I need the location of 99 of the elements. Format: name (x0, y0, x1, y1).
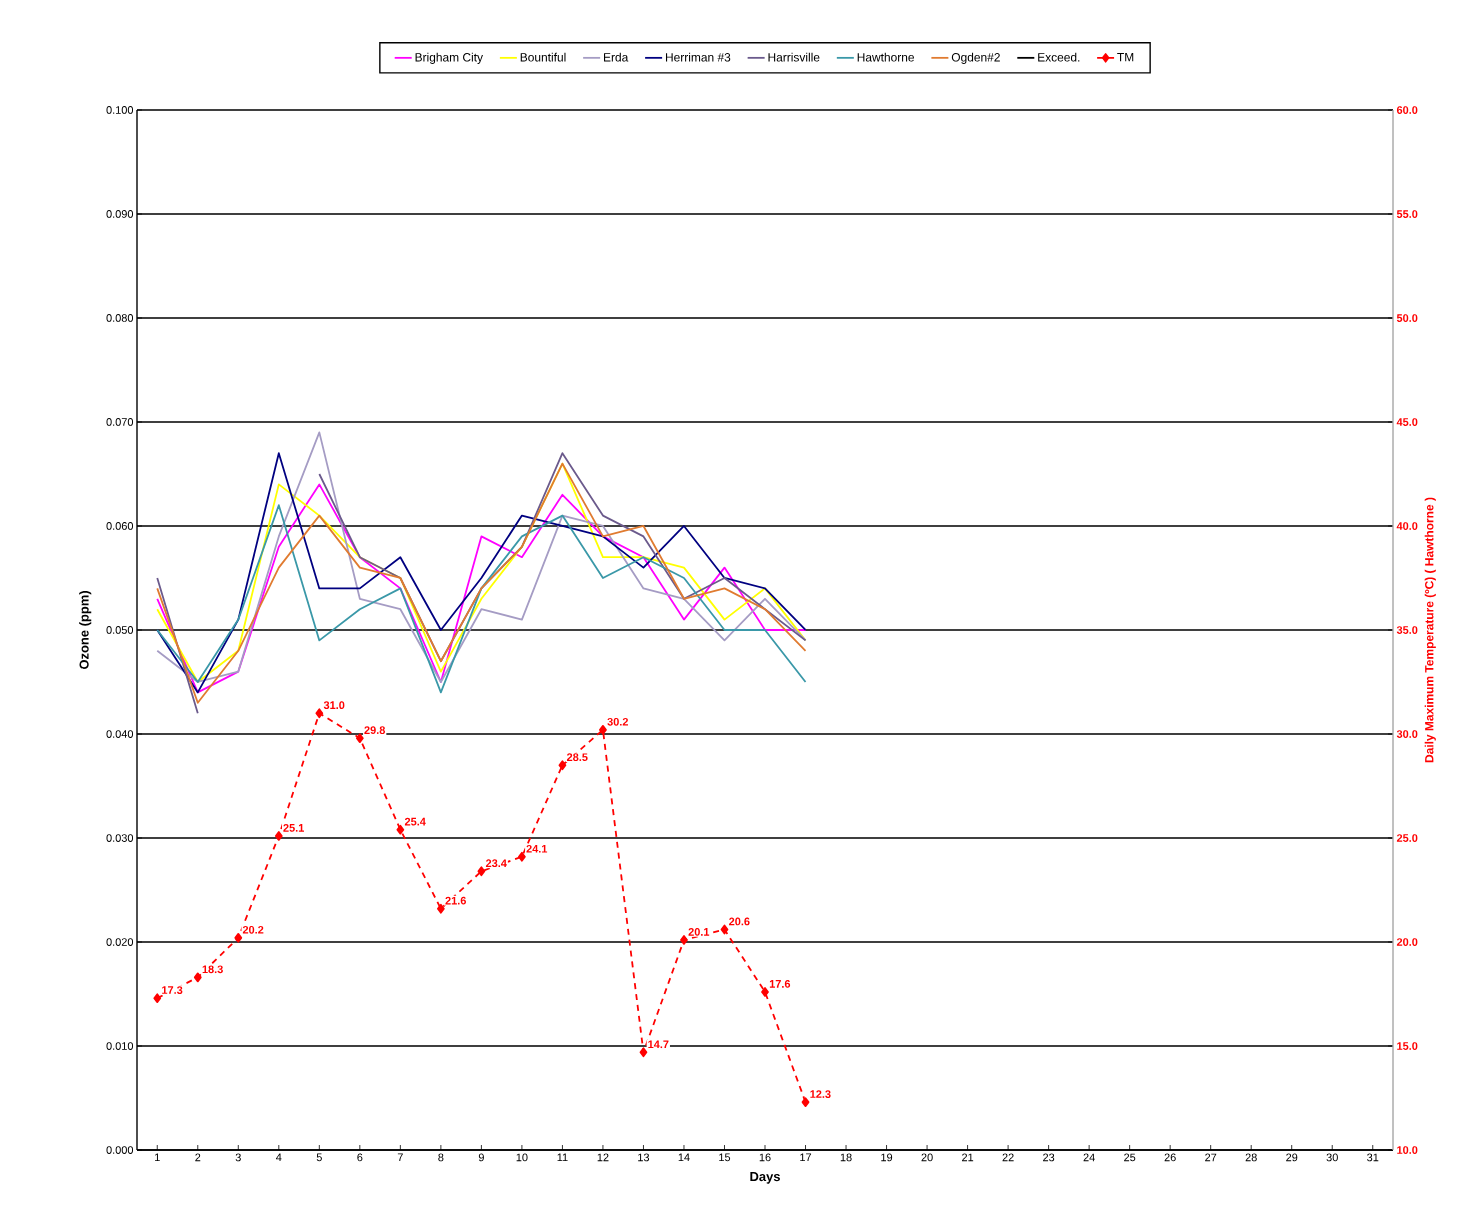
x-tick-label: 12 (597, 1153, 609, 1162)
x-tick-label: 9 (478, 1153, 484, 1162)
x-tick-label: 1 (155, 1153, 160, 1162)
point (639, 1047, 648, 1058)
x-tick-label: 27 (1205, 1153, 1217, 1162)
point (436, 903, 445, 914)
y2-axis-title: Daily Maximum Temperature (ºC) ( Hawthorne ) (1424, 497, 1436, 763)
data-label: 18.3 (202, 965, 223, 974)
x-tick-label: 8 (438, 1153, 444, 1162)
data-label: 24.1 (526, 844, 548, 853)
point (761, 987, 769, 997)
point (680, 935, 688, 945)
x-tick-label: 31 (1367, 1153, 1379, 1162)
data-label: 20.2 (242, 925, 264, 934)
y2-tick-label: 60.0 (1396, 106, 1418, 114)
point (274, 831, 283, 841)
x-tick-label: 7 (397, 1153, 403, 1162)
x-tick-label: 20 (921, 1153, 933, 1162)
data-label: 25.4 (404, 817, 426, 826)
y-tick-label: 0.030 (106, 834, 134, 842)
legend-label: Brigham City (415, 52, 483, 64)
x-tick-label: 29 (1286, 1153, 1298, 1162)
legend-label: Exceed. (1038, 52, 1080, 62)
y-axis-title: Ozone (ppm) (79, 591, 92, 670)
y-tick-label: 0.040 (106, 730, 134, 738)
data-label: 17.3 (162, 986, 183, 994)
x-tick-label: 16 (759, 1153, 771, 1162)
point (234, 932, 243, 943)
y2-tick-label: 25.0 (1396, 834, 1418, 842)
y2-tick-label: 10.0 (1397, 1146, 1418, 1154)
y2-tick-label: 50.0 (1396, 314, 1418, 322)
x-tick-label: 18 (840, 1153, 852, 1162)
data-label: 21.6 (445, 896, 466, 905)
point (477, 866, 486, 877)
point (193, 972, 202, 983)
point (558, 760, 567, 771)
data-label: 20.1 (688, 927, 710, 936)
legend-label: Hawthorne (857, 52, 914, 62)
x-tick-label: 26 (1164, 1153, 1176, 1162)
x-tick-label: 22 (1002, 1153, 1014, 1162)
y2-tick-label: 30.0 (1396, 730, 1418, 738)
x-tick-label: 5 (316, 1153, 322, 1162)
y2-tick-label: 20.0 (1396, 938, 1418, 946)
data-label: 25.1 (283, 824, 305, 832)
x-tick-label: 30 (1326, 1153, 1338, 1162)
x-tick-label: 19 (881, 1153, 893, 1162)
y-tick-label: 0.020 (106, 938, 134, 946)
y-tick-label: 0.010 (106, 1042, 134, 1050)
data-label: 14.7 (648, 1040, 669, 1049)
y2-tick-label: 45.0 (1396, 418, 1418, 426)
point (518, 851, 526, 862)
x-tick-label: 11 (557, 1153, 568, 1162)
point (720, 924, 729, 935)
x-tick-label: 24 (1083, 1153, 1095, 1162)
y2-tick-label: 55.0 (1396, 210, 1418, 218)
x-axis-title: Days (750, 1172, 780, 1184)
legend-label: Erda (604, 52, 629, 62)
legend-label: Harrisville (768, 52, 820, 62)
x-tick-label: 6 (357, 1153, 363, 1162)
data-label: 28.5 (566, 753, 588, 762)
legend-label: TM (1117, 52, 1134, 62)
y-tick-label: 0.070 (106, 418, 134, 426)
x-tick-label: 14 (678, 1153, 690, 1162)
y-tick-label: 0.000 (106, 1146, 134, 1154)
x-tick-label: 10 (516, 1153, 528, 1162)
y2-tick-label: 40.0 (1396, 522, 1418, 530)
point (599, 724, 607, 735)
y-tick-label: 0.090 (106, 210, 134, 218)
data-label: 29.8 (364, 726, 386, 734)
data-label: 30.2 (607, 717, 629, 726)
x-tick-label: 28 (1245, 1153, 1257, 1162)
x-tick-label: 13 (638, 1153, 650, 1162)
y-tick-label: 0.060 (106, 522, 134, 530)
y-tick-label: 0.050 (106, 626, 134, 634)
x-tick-label: 15 (719, 1153, 731, 1162)
x-tick-label: 2 (195, 1153, 201, 1162)
x-tick-label: 25 (1124, 1153, 1136, 1162)
point (355, 733, 364, 744)
point (801, 1097, 810, 1108)
y-tick-label: 0.100 (106, 106, 134, 114)
y2-tick-label: 35.0 (1396, 626, 1418, 634)
x-tick-label: 3 (235, 1153, 241, 1162)
x-tick-label: 21 (962, 1153, 974, 1162)
legend-label: Bountiful (520, 52, 566, 62)
y2-tick-label: 15.0 (1397, 1042, 1418, 1050)
point (396, 824, 405, 835)
legend-label: Ogden#2 (951, 52, 1000, 64)
data-label: 12.3 (810, 1090, 831, 1098)
x-tick-label: 4 (276, 1153, 282, 1162)
point (153, 993, 162, 1004)
data-label: 20.6 (729, 917, 750, 926)
x-tick-label: 23 (1043, 1153, 1055, 1162)
data-label: 17.6 (769, 979, 791, 988)
data-label: 23.4 (485, 859, 507, 868)
y-tick-label: 0.080 (106, 314, 134, 322)
data-label: 31.0 (323, 701, 345, 710)
point (315, 708, 324, 719)
legend-label: Herriman #3 (665, 52, 731, 62)
x-tick-label: 17 (800, 1153, 812, 1162)
